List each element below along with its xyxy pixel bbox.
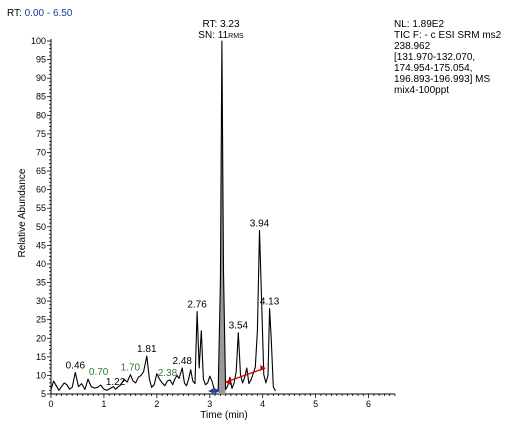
- x-tick-label: 6: [366, 399, 371, 409]
- peak-label: 1.81: [137, 344, 157, 355]
- info-line: 238.962: [394, 41, 431, 52]
- apex-sn-value: SN: 11: [198, 30, 228, 41]
- x-tick-label: 1: [101, 399, 106, 409]
- y-tick-label: 100: [31, 36, 46, 46]
- apex-rt-label: RT: 3.23: [202, 19, 239, 30]
- info-line: mix4-100ppt: [394, 85, 449, 96]
- x-axis-label: Time (min): [200, 410, 247, 421]
- trace-layer: [50, 40, 276, 392]
- apex-sn-label: SN: 11RMS: [198, 30, 244, 41]
- y-tick-label: 60: [36, 185, 46, 195]
- y-tick-label: 45: [36, 240, 46, 250]
- peak-label-layer: 0.460.701.22 1.70 1.81 2.382.48 2.76 3.54 3.94…: [66, 219, 280, 389]
- peak-label: 3.94: [250, 219, 270, 230]
- y-tick-label: 85: [36, 92, 46, 102]
- apex-sn-unit: RMS: [228, 33, 244, 40]
- y-tick-label: 40: [36, 259, 46, 269]
- peak-label: 2.38: [158, 368, 178, 379]
- noise-layer: [208, 364, 266, 395]
- rt-range-prefix: RT:: [7, 8, 22, 19]
- y-tick-label: 15: [36, 352, 46, 362]
- y-tick-label: 90: [36, 73, 46, 83]
- info-line: TIC F: - c ESI SRM ms2: [394, 30, 502, 41]
- y-tick-label: 20: [36, 333, 46, 343]
- info-line: 174.954-175.054,: [394, 63, 472, 74]
- peak-label: 1.22: [106, 377, 126, 388]
- y-tick-label: 75: [36, 129, 46, 139]
- info-line: NL: 1.89E2: [394, 19, 444, 30]
- y-tick-label: 30: [36, 296, 46, 306]
- info-line: [131.970-132.070,: [394, 52, 475, 63]
- rt-range-header: RT: 0.00 - 6.50: [7, 8, 73, 19]
- y-tick-label: 25: [36, 315, 46, 325]
- peak-label: 3.54: [229, 321, 249, 332]
- blue-noise-marker: [214, 388, 220, 395]
- tic-trace: [50, 40, 276, 392]
- peak-label: 2.76: [187, 300, 207, 311]
- y-tick-label: 5: [41, 389, 46, 399]
- y-axis-label: Relative Abundance: [17, 168, 28, 257]
- info-line: 196.893-196.993] MS: [394, 74, 491, 85]
- red-noise-segment: [225, 367, 266, 383]
- x-tick-label: 5: [313, 399, 318, 409]
- peak-label: 1.70: [121, 363, 141, 374]
- y-tick-label: 65: [36, 166, 46, 176]
- peak-label: 2.48: [173, 356, 193, 367]
- y-tick-label: 80: [36, 110, 46, 120]
- x-tick-label: 0: [48, 399, 53, 409]
- y-tick-label: 70: [36, 147, 46, 157]
- peak-label: 0.46: [66, 360, 86, 371]
- y-tick-label: 35: [36, 278, 46, 288]
- y-tick-label: 50: [36, 222, 46, 232]
- y-tick-label: 10: [36, 370, 46, 380]
- x-tick-label: 3: [207, 399, 212, 409]
- x-tick-label: 2: [154, 399, 159, 409]
- blue-noise-marker: [208, 388, 214, 395]
- y-tick-label: 55: [36, 203, 46, 213]
- rt-range-value: 0.00 - 6.50: [25, 8, 73, 19]
- peak-label: 0.70: [89, 367, 109, 378]
- x-tick-label: 4: [260, 399, 265, 409]
- y-tick-label: 95: [36, 55, 46, 65]
- axes: 5101520253035404550556065707580859095100…: [31, 36, 396, 409]
- peak-label: 4.13: [260, 297, 280, 308]
- red-noise-marker: [225, 379, 231, 386]
- red-noise-marker: [260, 364, 266, 371]
